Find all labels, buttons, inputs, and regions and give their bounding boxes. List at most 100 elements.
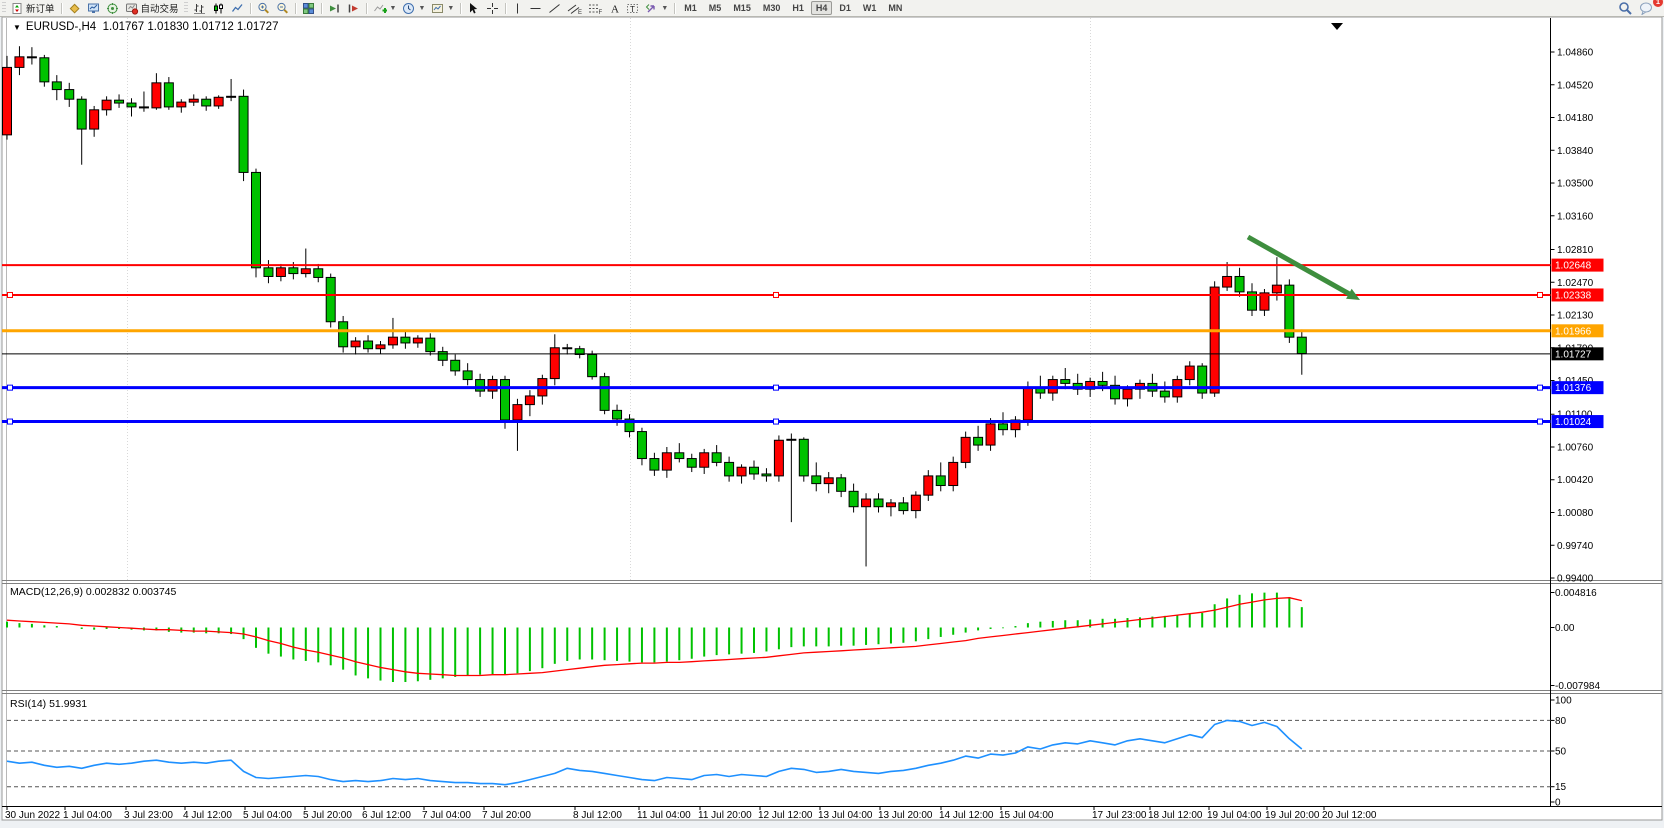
line-handle[interactable] [1537,418,1543,425]
candle [1097,380,1108,386]
svg-text:4 Jul 12:00: 4 Jul 12:00 [183,810,232,821]
zoom-out-button[interactable] [273,1,292,15]
candle [948,461,959,487]
candle [512,404,523,421]
dropdown-caret-icon: ▼ [389,4,397,12]
line-chart-mode-button[interactable] [228,1,247,15]
timeframe-button-d1[interactable]: D1 [839,2,851,13]
svg-text:19 Jul 04:00: 19 Jul 04:00 [1207,810,1262,821]
timeframe-button-m15[interactable]: M15 [733,2,751,13]
text-label-tool-button[interactable]: T [623,1,642,15]
candle [151,82,162,109]
line-handle[interactable] [773,291,779,298]
arrows-tool-button[interactable]: ▼ [642,1,671,15]
svg-text:1.04860: 1.04860 [1557,48,1594,59]
svg-text:15: 15 [1555,782,1567,793]
candle [823,477,834,485]
candle [39,57,50,83]
candle [624,418,635,433]
market-watch-button[interactable] [65,1,84,15]
candle [1110,384,1121,400]
candle [288,267,299,275]
cursor-icon [470,2,478,13]
periods-button[interactable]: ▼ [399,1,428,15]
chart-title: ▼ EURUSD-,H4 1.01767 1.01830 1.01712 1.01… [13,21,278,33]
timeframe-button-h4[interactable]: H4 [810,0,833,15]
bar-chart-mode-button[interactable] [190,1,209,15]
candle [1085,380,1096,390]
candlestick-mode-button[interactable] [209,1,228,15]
timeframe-button-mn[interactable]: MN [888,2,903,13]
navigator-button[interactable] [103,1,122,15]
rsi-indicator-label: RSI(14) 51.9931 [10,698,88,710]
svg-text:1 Jul 04:00: 1 Jul 04:00 [63,810,112,821]
line-handle[interactable] [7,384,13,391]
svg-text:13 Jul 04:00: 13 Jul 04:00 [818,810,873,821]
svg-text:0.00: 0.00 [1555,623,1575,634]
candle [873,498,884,508]
timeframe-button-w1[interactable]: W1 [862,2,877,13]
toolbar-grip[interactable] [183,2,188,14]
line-handle[interactable] [773,384,779,391]
svg-text:1.00760: 1.00760 [1557,442,1594,453]
cursor-tool-button[interactable] [464,1,483,15]
svg-text:0.99400: 0.99400 [1557,574,1594,585]
candle [612,409,623,420]
fibonacci-tool-button[interactable]: F [585,1,606,15]
collapse-triangle-icon[interactable]: ▼ [13,23,21,32]
timeframe-button-h1[interactable]: H1 [792,2,804,13]
timeframe-button-m1[interactable]: M1 [684,2,697,13]
equidistant-channel-tool-button[interactable]: E [564,1,585,15]
svg-text:0.99740: 0.99740 [1557,541,1594,552]
timeframe-button-m30[interactable]: M30 [762,2,781,13]
scroll-end-marker[interactable] [1331,23,1343,30]
toolbar-grip[interactable] [2,2,6,14]
trendline-tool-button[interactable] [545,1,564,15]
autotrading-button[interactable]: 自动交易 [122,1,182,15]
horizontal-line-icon [530,7,541,9]
trend-arrow-annotation[interactable] [1246,234,1360,300]
data-window-button[interactable] [84,1,103,15]
svg-text:1.03840: 1.03840 [1557,146,1594,157]
new-order-button[interactable]: 新订单 [8,1,58,15]
horizontal-line-tool-button[interactable] [526,1,545,15]
equidistant-channel-icon: E [568,4,582,15]
line-handle[interactable] [7,291,13,298]
line-handle[interactable] [7,418,13,425]
time-axis[interactable]: 30 Jun 2022 1 Jul 04:00 3 Jul 23:00 4 Jul 1… [5,806,1377,822]
candle [275,267,286,277]
templates-button[interactable]: ▼ [428,1,457,15]
line-handle[interactable] [1537,384,1543,391]
horizontal-lines [2,264,1551,425]
candle [1122,388,1133,400]
candle [898,502,909,512]
candle [325,276,336,323]
line-handle[interactable] [1537,291,1543,298]
market-watch-icon [69,3,80,14]
indicators-button[interactable]: ▼ [370,1,400,15]
chart-shift-button[interactable] [344,1,363,15]
search-button[interactable] [1615,1,1636,15]
chart-ohlc-quote: 1.01767 1.01830 1.01712 1.01727 [102,21,279,33]
candle [400,336,411,344]
svg-text:1.01024: 1.01024 [1555,417,1592,428]
toolbar-separator [60,2,62,14]
svg-text:0.004816: 0.004816 [1555,588,1597,599]
text-tool-button[interactable]: A [606,1,623,15]
zoom-in-button[interactable] [254,1,273,15]
chart-symbol-period: EURUSD-,H4 [25,21,97,33]
svg-text:17 Jul 23:00: 17 Jul 23:00 [1092,810,1147,821]
candle [338,321,349,348]
timeframe-button-m5[interactable]: M5 [708,2,722,13]
vertical-line-tool-button[interactable] [509,1,526,15]
candle [836,477,847,492]
text-label-icon: T [627,3,639,14]
crosshair-tool-button[interactable] [483,1,502,15]
candle [724,461,735,477]
tile-windows-button[interactable] [299,1,318,15]
candle [462,370,473,381]
notifications-button[interactable]: 1 [1636,0,1663,15]
line-handle[interactable] [773,418,779,425]
dropdown-caret-icon: ▼ [661,4,669,12]
auto-scroll-button[interactable] [325,1,344,15]
